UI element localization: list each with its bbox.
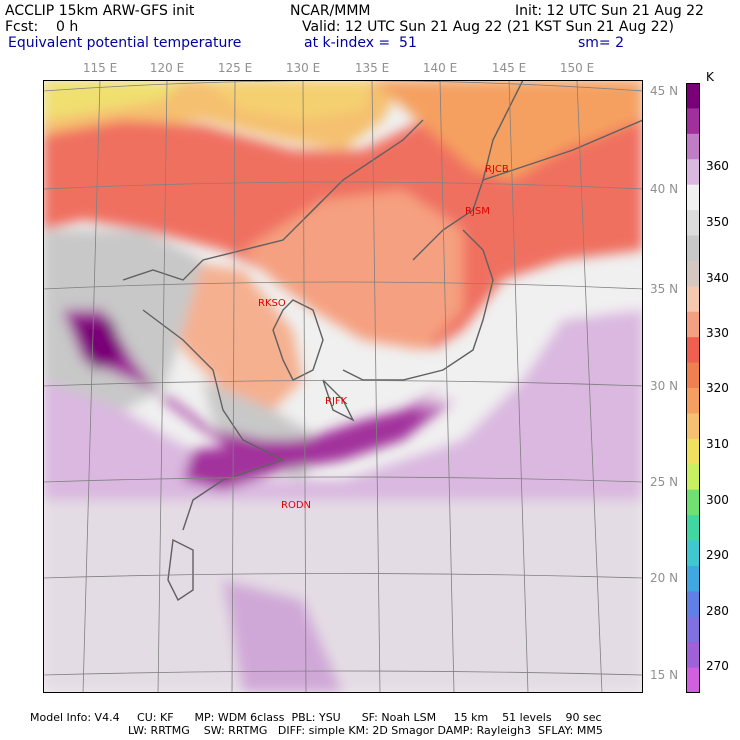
colorbar-swatch (686, 413, 700, 440)
map-panel: RJCB RJSM RKSO RJFK RODN (43, 80, 643, 693)
colorbar-swatch (686, 667, 700, 693)
lat-label-15: 15 N (650, 668, 679, 682)
colorbar-swatch (686, 642, 700, 669)
coastlines (122, 80, 643, 602)
colorbar-swatch (686, 133, 700, 160)
station-rkso: RKSO (258, 298, 286, 309)
colorbar-border (686, 83, 700, 693)
valid-time: Valid: 12 UTC Sun 21 Aug 22 (21 KST Sun … (302, 19, 674, 35)
colorbar-swatch (686, 210, 700, 237)
station-rodn: RODN (281, 500, 311, 511)
station-rjsm: RJSM (465, 206, 490, 217)
lat-label-40: 40 N (650, 182, 679, 196)
lon-label-115: 115 E (82, 61, 118, 75)
lon-label-135: 135 E (354, 61, 390, 75)
colorbar-unit: K (706, 70, 714, 84)
lat-label-30: 30 N (650, 379, 679, 393)
level-label: at k-index = 51 (304, 35, 417, 51)
smoothing-label: sm= 2 (578, 35, 625, 51)
colorbar-swatch (686, 260, 700, 287)
colorbar-swatch (686, 438, 700, 465)
colorbar-swatch (686, 362, 700, 389)
lat-label-45: 45 N (650, 84, 679, 98)
colorbar-swatch (686, 540, 700, 567)
map-canvas: RJCB RJSM RKSO RJFK RODN (43, 80, 643, 693)
lon-label-145: 145 E (491, 61, 527, 75)
colorbar-swatch (686, 286, 700, 313)
lon-label-120: 120 E (149, 61, 185, 75)
colorbar-swatch (686, 489, 700, 516)
colorbar-swatch (686, 235, 700, 262)
colorbar-label-290: 290 (706, 548, 729, 562)
lat-label-35: 35 N (650, 282, 679, 296)
field-name: Equivalent potential temperature (8, 35, 242, 51)
colorbar-label-310: 310 (706, 437, 729, 451)
physics-info: LW: RRTMG SW: RRTMG DIFF: simple KM: 2D … (128, 724, 603, 737)
forecast-hour: Fcst: 0 h (5, 19, 79, 35)
colorbar-label-270: 270 (706, 659, 729, 673)
lon-label-150: 150 E (559, 61, 595, 75)
colorbar-label-340: 340 (706, 271, 729, 285)
colorbar-swatch (686, 388, 700, 415)
colorbar-label-330: 330 (706, 326, 729, 340)
institution-label: NCAR/MMM (290, 3, 371, 19)
map-border (43, 80, 643, 693)
colorbar-swatch (686, 83, 700, 110)
colorbar-swatch (686, 184, 700, 211)
lat-label-20: 20 N (650, 571, 679, 585)
station-rjcb: RJCB (485, 164, 509, 175)
colorbar-swatch (686, 337, 700, 364)
station-labels: RJCB RJSM RKSO RJFK RODN (258, 164, 509, 511)
colorbar-swatch (686, 565, 700, 592)
colorbar-swatch (686, 159, 700, 186)
lat-label-25: 25 N (650, 475, 679, 489)
colorbar-swatch (686, 616, 700, 643)
colorbar-swatch (686, 464, 700, 491)
colorbar-swatch (686, 311, 700, 338)
lon-label-125: 125 E (217, 61, 253, 75)
colorbar-label-280: 280 (706, 604, 729, 618)
graticule (43, 80, 643, 693)
colorbar-swatch (686, 515, 700, 542)
lon-label-140: 140 E (422, 61, 458, 75)
model-title: ACCLIP 15km ARW-GFS init (5, 3, 195, 19)
model-info: Model Info: V4.4 CU: KF MP: WDM 6class P… (30, 711, 602, 724)
init-time: Init: 12 UTC Sun 21 Aug 22 (515, 3, 704, 19)
colorbar-label-350: 350 (706, 215, 729, 229)
colorbar-label-300: 300 (706, 493, 729, 507)
theta-e-field (43, 80, 643, 693)
colorbar-swatch (686, 108, 700, 135)
colorbar-label-360: 360 (706, 159, 729, 173)
colorbar (686, 83, 700, 693)
colorbar-label-320: 320 (706, 381, 729, 395)
lon-label-130: 130 E (285, 61, 321, 75)
station-rjfk: RJFK (325, 396, 348, 407)
colorbar-swatch (686, 591, 700, 618)
